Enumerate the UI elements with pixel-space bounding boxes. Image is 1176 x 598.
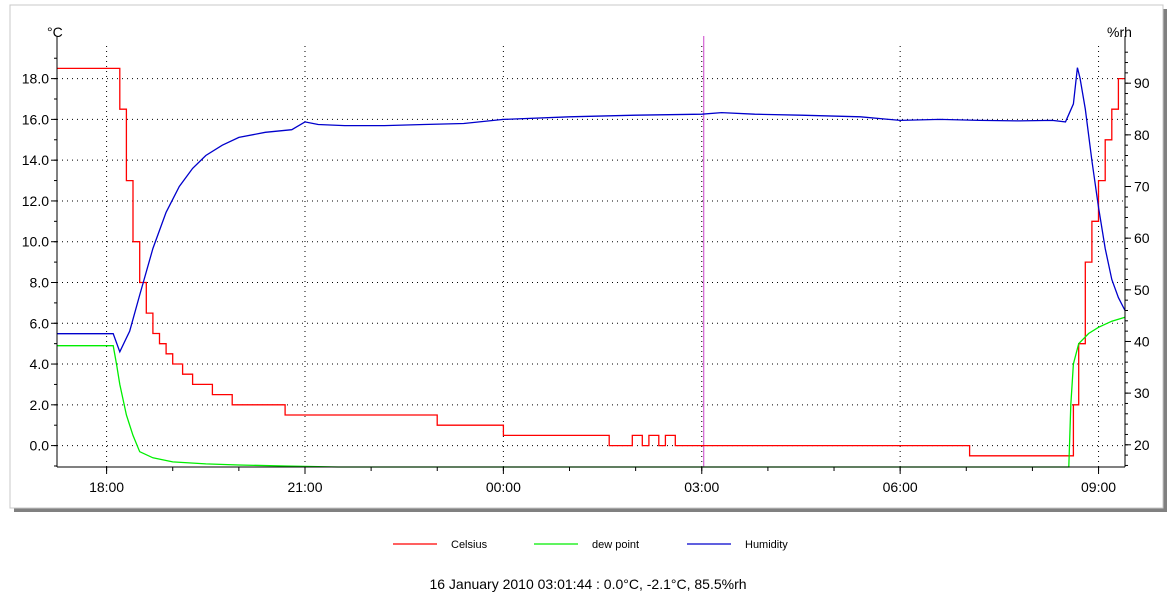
left-tick-label: 18.0 (22, 71, 49, 87)
left-tick-label: 2.0 (30, 397, 50, 413)
axes: 18:00 21:00 00:00 03:00 06:00 09:00 0.0 2.0 4.0 6… (22, 36, 1150, 495)
series-group (57, 67, 1126, 468)
x-tick-label: 09:00 (1081, 479, 1116, 495)
right-tick-label: 30 (1134, 385, 1150, 401)
left-tick-label: 0.0 (30, 438, 50, 454)
right-tick-label: 60 (1134, 230, 1150, 246)
legend-label: dew point (592, 539, 639, 551)
legend-label: Humidity (745, 539, 788, 551)
left-tick-label: 16.0 (22, 111, 49, 127)
left-tick-label: 10.0 (22, 234, 49, 250)
left-tick-label: 6.0 (30, 315, 50, 331)
right-tick-label: 50 (1134, 282, 1150, 298)
series-line-humidity (57, 67, 1126, 354)
x-tick-label: 21:00 (287, 479, 322, 495)
right-tick-label: 20 (1134, 437, 1150, 453)
chart-frame (9, 4, 1164, 509)
x-tick-label: 03:00 (684, 479, 719, 495)
right-tick-label: 80 (1134, 127, 1150, 143)
x-tick-label: 18:00 (89, 479, 124, 495)
right-tick-label: 70 (1134, 179, 1150, 195)
left-tick-label: 12.0 (22, 193, 49, 209)
x-tick-label: 00:00 (486, 479, 521, 495)
legend-label: Celsius (451, 539, 488, 551)
x-tick-label: 06:00 (883, 479, 918, 495)
legend: Celsius dew point Humidity (393, 539, 788, 551)
right-tick-label: 90 (1134, 75, 1150, 91)
right-tick-label: 40 (1134, 333, 1150, 349)
left-tick-label: 8.0 (30, 274, 50, 290)
status-readout: 16 January 2010 03:01:44 : 0.0°C, -2.1°C… (429, 576, 747, 592)
right-axis-unit: %rh (1107, 24, 1132, 40)
series-line-dew-point (57, 316, 1126, 468)
left-axis-unit: °C (47, 24, 63, 40)
series-line-celsius (57, 67, 1125, 457)
left-tick-label: 4.0 (30, 356, 50, 372)
left-tick-label: 14.0 (22, 152, 49, 168)
